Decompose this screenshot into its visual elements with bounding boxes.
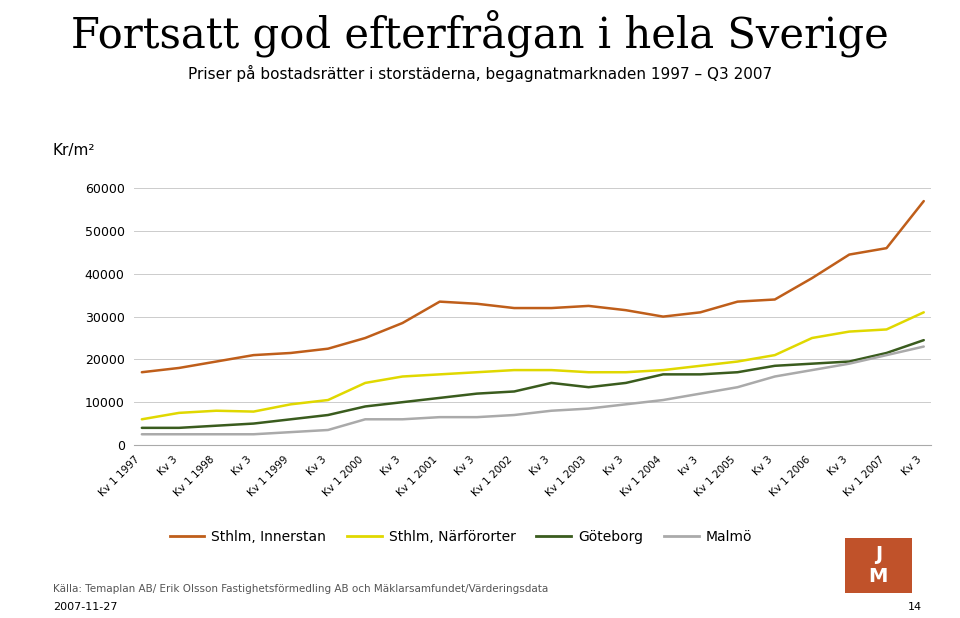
Text: 2007-11-27: 2007-11-27 <box>53 602 117 612</box>
Text: Fortsatt god efterfrågan i hela Sverige: Fortsatt god efterfrågan i hela Sverige <box>71 9 889 57</box>
Text: J
M: J M <box>869 545 888 586</box>
Text: Källa: Temaplan AB/ Erik Olsson Fastighetsförmedling AB och Mäklarsamfundet/Värd: Källa: Temaplan AB/ Erik Olsson Fastighe… <box>53 584 548 594</box>
Legend: Sthlm, Innerstan, Sthlm, Närförorter, Göteborg, Malmö: Sthlm, Innerstan, Sthlm, Närförorter, Gö… <box>164 524 757 549</box>
Text: 14: 14 <box>907 602 922 612</box>
Text: Kr/m²: Kr/m² <box>53 143 95 158</box>
Text: Priser på bostadsrätter i storstäderna, begagnatmarknaden 1997 – Q3 2007: Priser på bostadsrätter i storstäderna, … <box>188 65 772 82</box>
